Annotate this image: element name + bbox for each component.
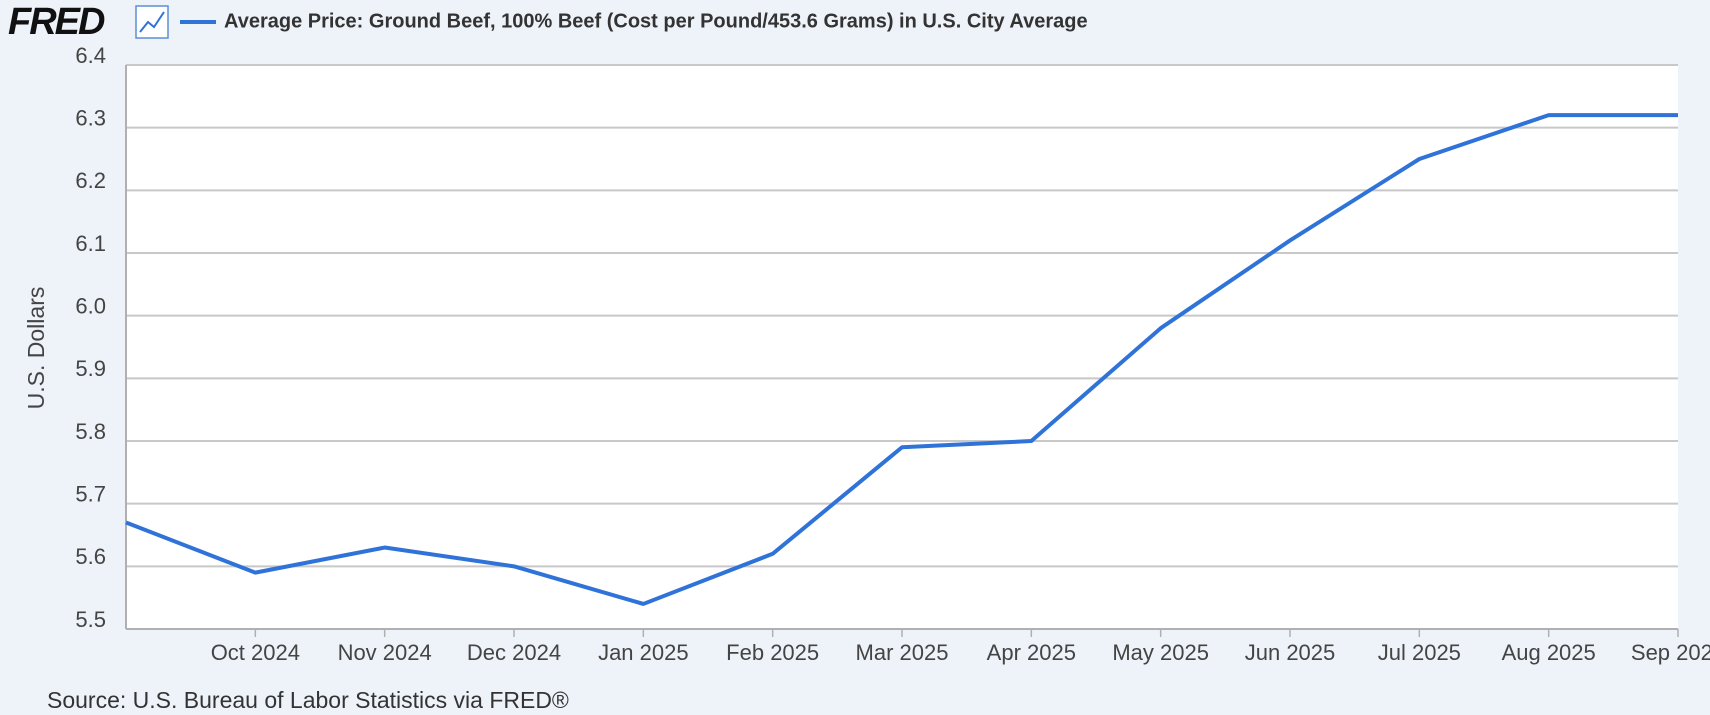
y-tick-label: 5.5 (75, 607, 106, 632)
y-tick-label: 6.4 (75, 43, 106, 68)
y-tick-label: 5.6 (75, 544, 106, 569)
x-tick-label: Sep 2025 (1631, 640, 1710, 665)
x-tick-label: Nov 2024 (338, 640, 432, 665)
y-tick-label: 5.7 (75, 481, 106, 506)
chart-icon (135, 5, 169, 39)
x-tick-label: May 2025 (1112, 640, 1209, 665)
y-tick-label: 6.1 (75, 231, 106, 256)
x-tick-label: Apr 2025 (987, 640, 1076, 665)
x-tick-label: Jan 2025 (598, 640, 689, 665)
series-line (125, 113, 1678, 606)
y-tick-label: 6.0 (75, 293, 106, 318)
x-tick-label: Jul 2025 (1378, 640, 1461, 665)
x-tick-label: Feb 2025 (726, 640, 819, 665)
y-tick-label: 5.9 (75, 356, 106, 381)
y-tick-label: 5.8 (75, 419, 106, 444)
y-tick-label: 6.3 (75, 105, 106, 130)
source: Source: U.S. Bureau of Labor Statistics … (47, 687, 569, 713)
legend-label: Average Price: Ground Beef, 100% Beef (C… (224, 10, 1088, 32)
y-tick-label: 6.2 (75, 168, 106, 193)
x-tick-label: Dec 2024 (467, 640, 561, 665)
x-tick-label: Jun 2025 (1245, 640, 1336, 665)
x-tick-label: Mar 2025 (856, 640, 949, 665)
x-tick-label: Aug 2025 (1502, 640, 1596, 665)
logo: FRED (8, 1, 105, 43)
y-axis-label: U.S. Dollars (23, 287, 49, 410)
x-tick-label: Oct 2024 (211, 640, 300, 665)
